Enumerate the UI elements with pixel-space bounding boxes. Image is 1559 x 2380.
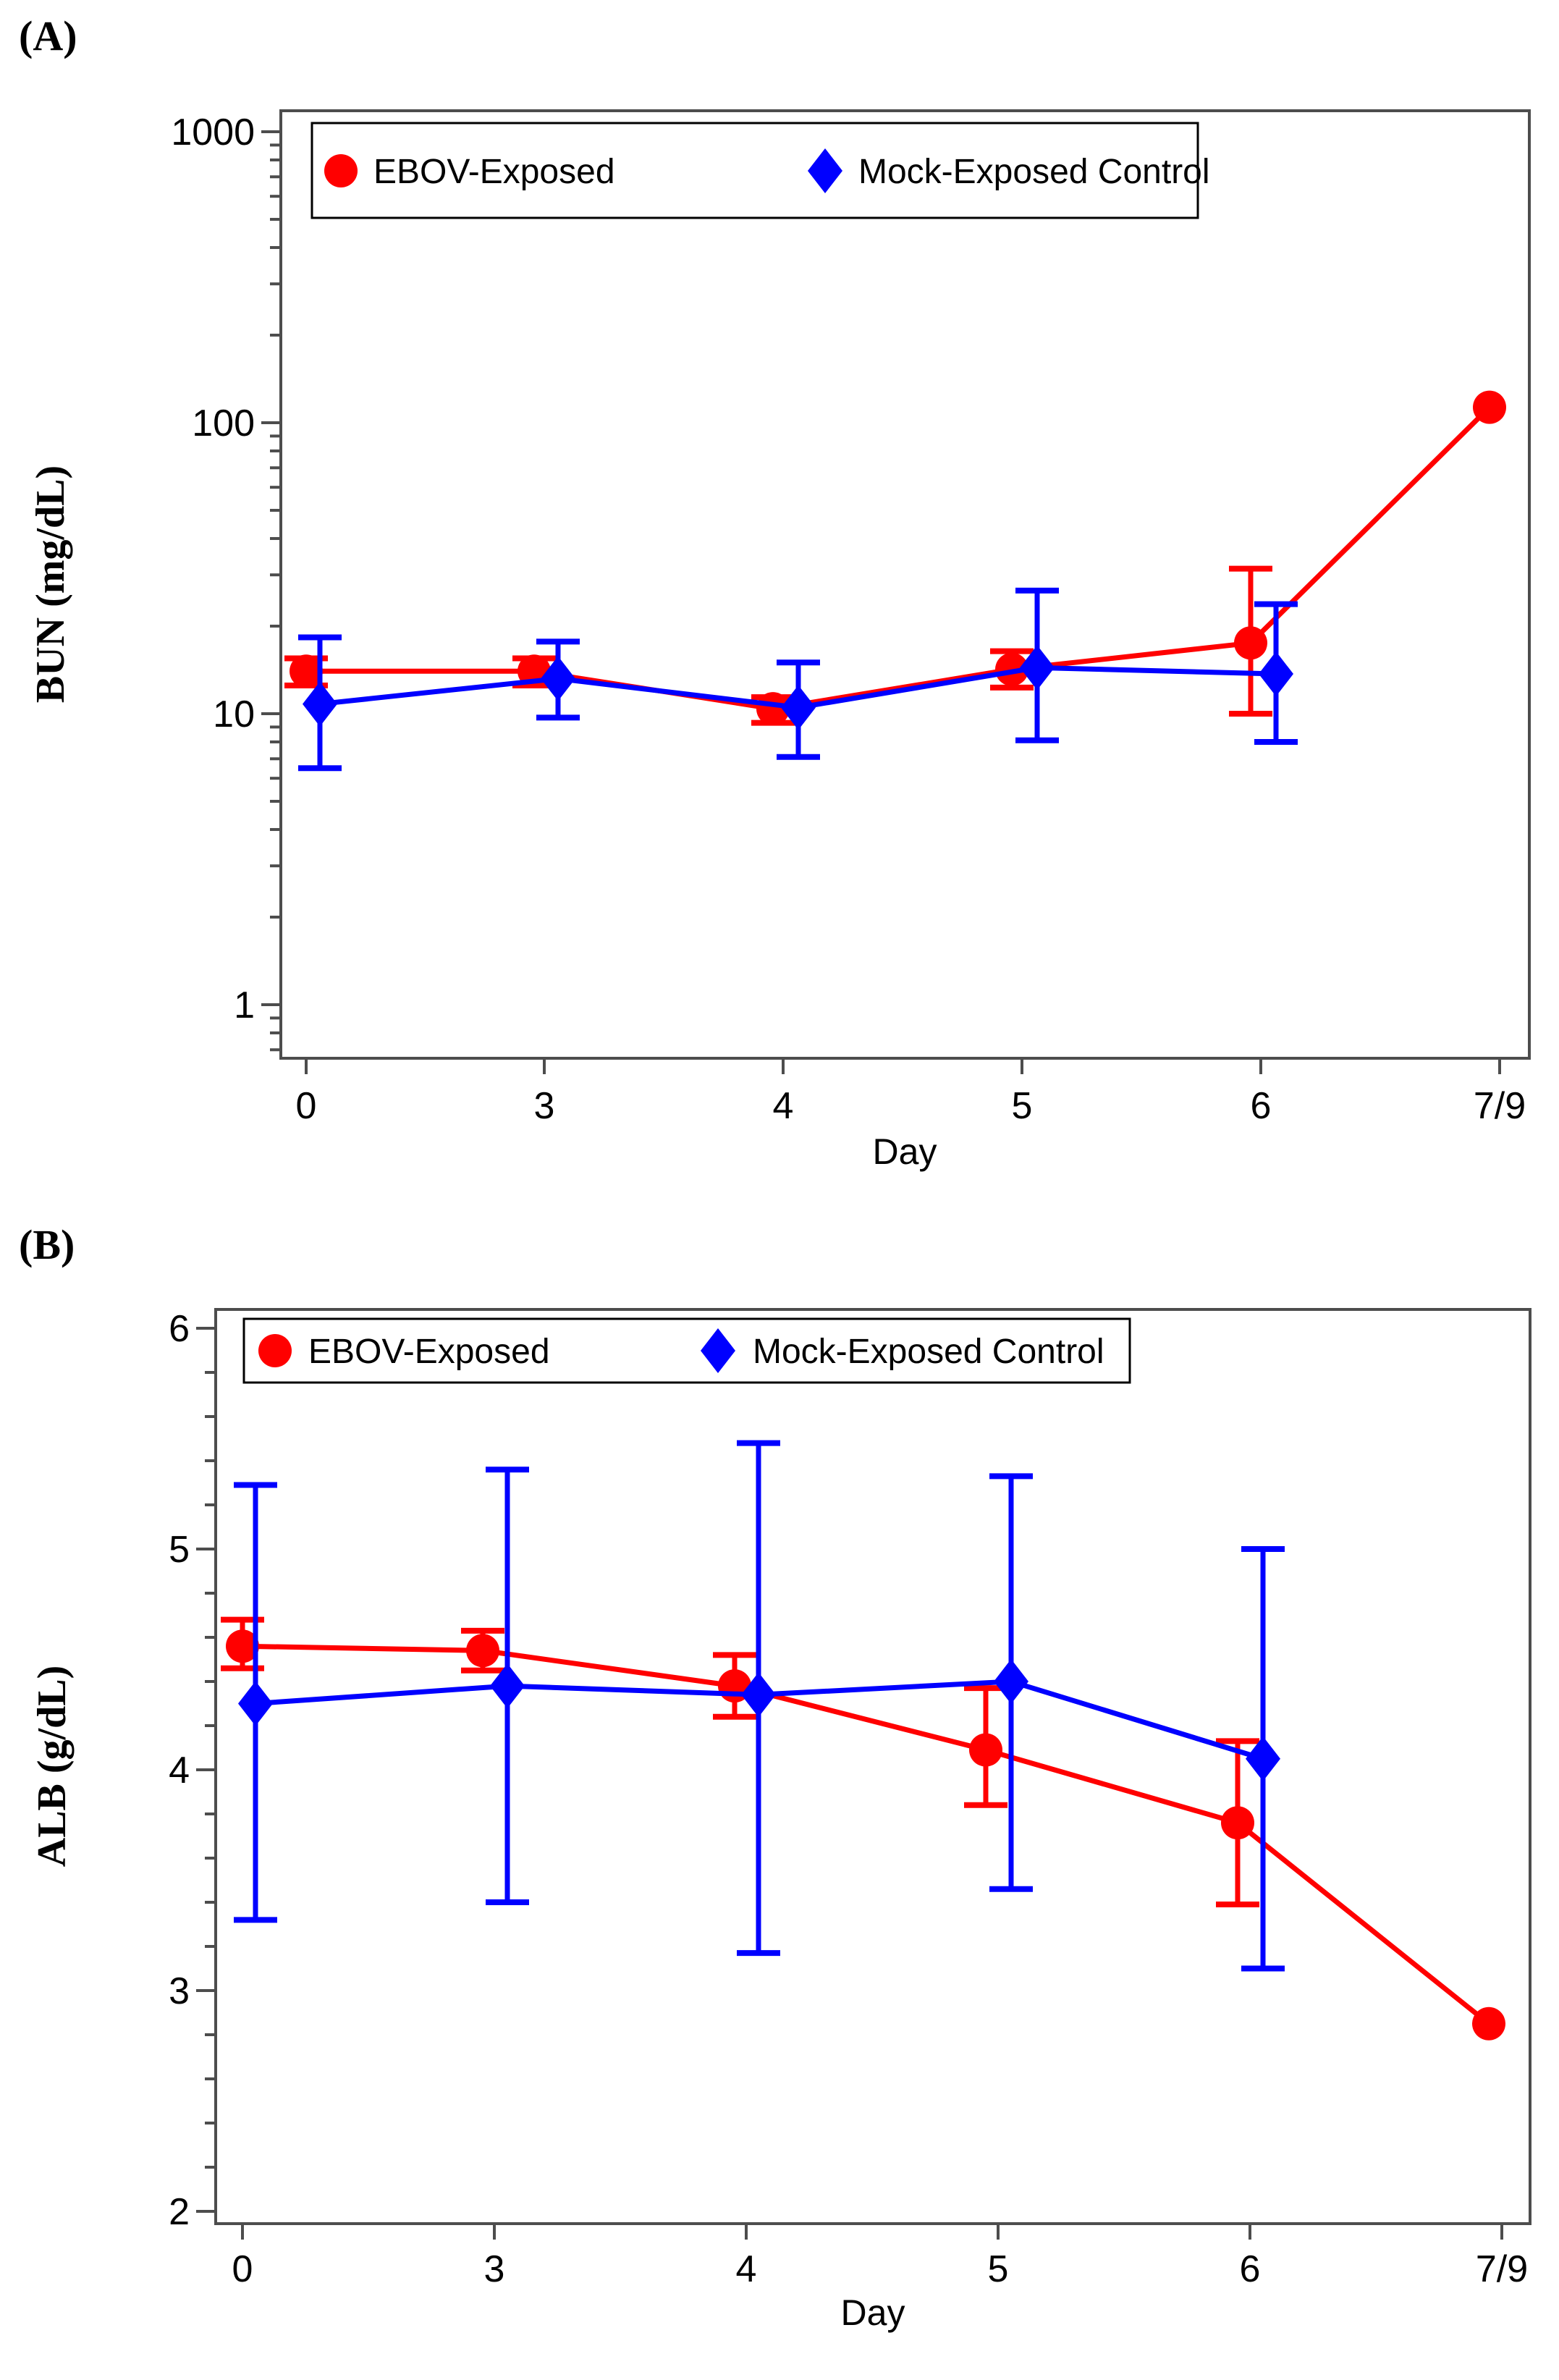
- y-tick-label: 1000: [171, 111, 255, 153]
- data-point-circle: [1472, 2006, 1505, 2041]
- y-tick-label: 100: [192, 402, 255, 444]
- legend: EBOV-Exposed Mock-Exposed Control: [242, 1317, 1131, 1384]
- series-line: [242, 1643, 1491, 2026]
- x-axis: 0 3 4 5 6 7/9 Day: [296, 1058, 1526, 1172]
- series-mock-exposed-control: [298, 587, 1298, 772]
- legend-diamond-icon: [808, 148, 842, 193]
- data-point-circle: [290, 654, 323, 688]
- y-tick-label: 1: [234, 984, 255, 1026]
- y-axis-title: BUN (mg/dL): [28, 465, 73, 703]
- x-tick-label: 6: [1240, 2248, 1261, 2290]
- data-point-circle: [969, 1733, 1002, 1767]
- panel-a-label: (A): [19, 12, 77, 59]
- y-tick-label: 2: [169, 2191, 190, 2233]
- legend-label: EBOV-Exposed: [373, 153, 615, 191]
- x-tick-label: 0: [232, 2248, 253, 2290]
- x-tick-label: 5: [988, 2248, 1009, 2290]
- series-mock-exposed-control: [234, 1440, 1285, 1972]
- series-line: [306, 405, 1492, 712]
- data-point-diamond: [1020, 645, 1055, 691]
- legend-label: Mock-Exposed Control: [858, 153, 1210, 191]
- data-point-diamond: [1246, 1736, 1280, 1781]
- panel-b-label: (B): [19, 1221, 75, 1268]
- data-point-diamond: [541, 656, 575, 701]
- y-tick-label: 3: [169, 1970, 190, 2012]
- plot-frame: [214, 1308, 1531, 2225]
- x-tick-label: 7/9: [1474, 1085, 1526, 1127]
- data-point-circle: [1473, 390, 1506, 424]
- legend-circle-icon: [324, 154, 358, 187]
- legend-item: EBOV-Exposed: [324, 153, 615, 191]
- y-axis: 2 3 4 5 6 ALB (g/dL): [30, 1308, 216, 2233]
- data-point-diamond: [1259, 651, 1293, 697]
- x-tick-label: 6: [1251, 1085, 1272, 1127]
- x-tick-label: 3: [534, 1085, 555, 1127]
- data-point-circle: [1234, 626, 1267, 660]
- legend-item: Mock-Exposed Control: [701, 1328, 1104, 1373]
- x-tick-label: 3: [484, 2248, 505, 2290]
- plot-frame: [279, 109, 1531, 1060]
- data-point-diamond: [994, 1659, 1028, 1704]
- x-tick-label: 5: [1012, 1085, 1033, 1127]
- legend-diamond-icon: [701, 1328, 735, 1373]
- x-tick-label: 0: [296, 1085, 317, 1127]
- data-point-diamond: [741, 1672, 776, 1718]
- panel-b: 2 3 4 5 6 ALB (g/dL) 0 3 4 5 6 7/9 Day EBOV-Exposed Mo…: [30, 1308, 1531, 2333]
- y-tick-label: 10: [213, 693, 255, 735]
- series-ebov-exposed: [221, 1616, 1505, 2041]
- data-point-diamond: [303, 681, 337, 727]
- data-point-diamond: [238, 1681, 273, 1726]
- data-point-circle: [466, 1634, 499, 1668]
- legend: EBOV-Exposed Mock-Exposed Control: [310, 122, 1210, 219]
- y-axis-title: ALB (g/dL): [30, 1666, 75, 1868]
- y-tick-label: 5: [169, 1529, 190, 1571]
- x-axis-title: Day: [873, 1131, 937, 1172]
- legend-box: [242, 1317, 1131, 1384]
- y-tick-label: 4: [169, 1750, 190, 1792]
- legend-item: Mock-Exposed Control: [808, 148, 1210, 193]
- x-tick-label: 7/9: [1476, 2248, 1528, 2290]
- x-tick-label: 4: [736, 2248, 757, 2290]
- panel-a: 1 10 100 1000 BUN (mg/dL) 0 3 4 5 6 7/9 Day EBOV-Exp…: [28, 109, 1531, 1172]
- legend-label: Mock-Exposed Control: [753, 1333, 1104, 1371]
- y-axis: 1 10 100 1000 BUN (mg/dL): [28, 111, 281, 1052]
- x-tick-label: 4: [773, 1085, 794, 1127]
- y-tick-label: 6: [169, 1308, 190, 1350]
- x-axis-title: Day: [841, 2292, 905, 2333]
- data-point-circle: [1221, 1806, 1254, 1840]
- series-ebov-exposed: [284, 390, 1506, 726]
- data-point-diamond: [781, 685, 816, 730]
- legend-circle-icon: [258, 1334, 292, 1367]
- data-point-circle: [756, 692, 790, 726]
- legend-box: [310, 122, 1199, 219]
- data-point-circle: [226, 1629, 259, 1663]
- legend-label: EBOV-Exposed: [308, 1333, 550, 1371]
- x-axis: 0 3 4 5 6 7/9 Day: [232, 2224, 1528, 2333]
- legend-item: EBOV-Exposed: [258, 1333, 550, 1371]
- data-point-diamond: [490, 1663, 525, 1709]
